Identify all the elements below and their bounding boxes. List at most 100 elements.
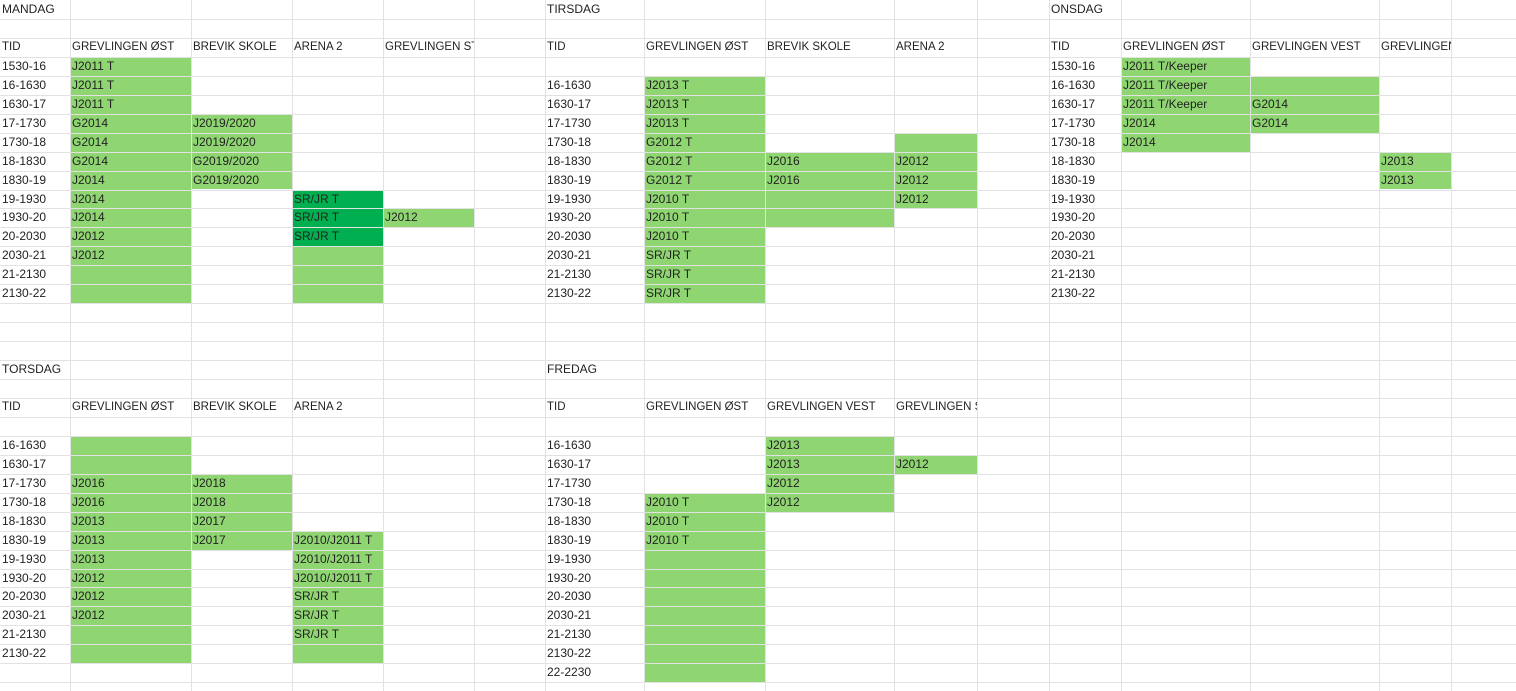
booked-fill bbox=[1379, 151, 1451, 190]
booked-fill bbox=[292, 246, 383, 304]
column-header: GREVLINGEN VEST bbox=[1252, 40, 1361, 53]
booking: J2018 bbox=[193, 494, 226, 509]
booking: SR/JR T bbox=[294, 191, 340, 206]
booking: J2010 T bbox=[646, 494, 690, 509]
time-slot: 1730-18 bbox=[2, 134, 47, 149]
time-slot: 20-2030 bbox=[2, 589, 47, 604]
grid-line bbox=[0, 379, 1516, 380]
booking: SR/JR T bbox=[646, 286, 692, 301]
grid-line bbox=[0, 455, 1516, 456]
time-slot: 2130-22 bbox=[547, 286, 592, 301]
booked-fill bbox=[383, 208, 474, 228]
time-slot: 1630-17 bbox=[2, 96, 47, 111]
booking: J2010 T bbox=[646, 210, 690, 225]
grid-line bbox=[0, 246, 1516, 247]
time-slot: 2030-21 bbox=[1051, 248, 1096, 263]
section-title: ONSDAG bbox=[1051, 2, 1104, 16]
time-slot: 1730-18 bbox=[2, 494, 47, 509]
column-header: GREVLINGEN ØST bbox=[72, 40, 175, 53]
grid-line bbox=[0, 152, 1516, 153]
grid-line bbox=[0, 682, 1516, 683]
time-slot: 16-1630 bbox=[547, 77, 592, 92]
booking: G2014 bbox=[72, 115, 109, 130]
time-slot: 2030-21 bbox=[547, 248, 592, 263]
grid-line bbox=[0, 417, 1516, 418]
grid-line bbox=[0, 606, 1516, 607]
time-slot: 20-2030 bbox=[547, 229, 592, 244]
booking: J2018 bbox=[193, 475, 226, 490]
time-slot: 1730-18 bbox=[547, 494, 592, 509]
time-slot: 1530-16 bbox=[1051, 58, 1096, 73]
column-header: TID bbox=[2, 400, 21, 413]
booking: J2011 T bbox=[72, 96, 115, 111]
booking: J2012 bbox=[72, 589, 105, 604]
time-slot: 1930-20 bbox=[547, 570, 592, 585]
time-slot: 1630-17 bbox=[1051, 96, 1096, 111]
time-slot: 21-2130 bbox=[2, 267, 47, 282]
booking: J2017 bbox=[193, 532, 226, 547]
booking: G2012 T bbox=[646, 153, 693, 168]
booking: G2014 bbox=[1252, 115, 1289, 130]
booking: J2013 bbox=[72, 532, 105, 547]
time-slot: 1930-20 bbox=[1051, 210, 1096, 225]
grid-line bbox=[0, 57, 1516, 58]
section-title: TORSDAG bbox=[2, 362, 62, 377]
column-header: TID bbox=[547, 400, 566, 413]
time-slot: 2130-22 bbox=[1051, 286, 1096, 301]
booking: J2016 bbox=[72, 494, 105, 509]
grid-line bbox=[474, 0, 475, 691]
time-slot: 2030-21 bbox=[2, 608, 47, 623]
booked-fill bbox=[292, 530, 383, 664]
booking: J2013 T bbox=[646, 115, 690, 130]
booked-fill bbox=[1250, 75, 1379, 133]
booking: J2019/2020 bbox=[193, 134, 256, 149]
booking: J2014 bbox=[1123, 115, 1156, 130]
time-slot: 18-1830 bbox=[2, 153, 47, 168]
booking: G2014 bbox=[72, 153, 109, 168]
booking: J2012 bbox=[385, 210, 418, 225]
grid-line bbox=[0, 114, 1516, 115]
grid-line bbox=[0, 625, 1516, 626]
booking: J2011 T/Keeper bbox=[1123, 96, 1208, 111]
booking: J2012 bbox=[72, 570, 105, 585]
time-slot: 2030-21 bbox=[2, 248, 47, 263]
grid-line bbox=[0, 512, 1516, 513]
booking: J2011 T/Keeper bbox=[1123, 77, 1208, 92]
column-header: ARENA 2 bbox=[294, 40, 343, 53]
booking: J2012 bbox=[896, 153, 929, 168]
booking: J2013 bbox=[72, 551, 105, 566]
booked-fill bbox=[894, 132, 977, 209]
time-slot: 16-1630 bbox=[547, 437, 592, 452]
grid-line bbox=[1121, 0, 1122, 691]
column-header: BREVIK SKOLE bbox=[767, 40, 851, 53]
time-slot: 17-1730 bbox=[2, 115, 47, 130]
column-header: GREVLINGEN ØST bbox=[1123, 40, 1226, 53]
booking: G2019/2020 bbox=[193, 172, 260, 187]
time-slot: 21-2130 bbox=[1051, 267, 1096, 282]
column-header: GREVLINGEN ØST bbox=[646, 400, 749, 413]
grid-line bbox=[0, 663, 1516, 664]
booking: J2017 bbox=[193, 513, 226, 528]
grid-line bbox=[292, 0, 293, 691]
booking: J2013 T bbox=[646, 96, 690, 111]
grid-line bbox=[1049, 0, 1050, 691]
grid-line bbox=[0, 474, 1516, 475]
booked-fill bbox=[191, 473, 292, 550]
booked-fill bbox=[1121, 56, 1250, 152]
grid-line bbox=[0, 265, 1516, 266]
grid-line bbox=[0, 76, 1516, 77]
grid-line bbox=[644, 0, 645, 691]
grid-line bbox=[0, 190, 1516, 191]
grid-line bbox=[0, 550, 1516, 551]
booking: J2010/J2011 T bbox=[294, 532, 373, 547]
time-slot: 1830-19 bbox=[547, 532, 592, 547]
column-header: TID bbox=[2, 40, 21, 53]
booking: J2013 bbox=[72, 513, 105, 528]
time-slot: 18-1830 bbox=[547, 153, 592, 168]
time-slot: 2130-22 bbox=[2, 646, 47, 661]
grid-line bbox=[0, 436, 1516, 437]
time-slot: 1930-20 bbox=[547, 210, 592, 225]
booking: G2014 bbox=[72, 134, 109, 149]
grid-line bbox=[0, 208, 1516, 209]
time-slot: 1830-19 bbox=[1051, 172, 1096, 187]
